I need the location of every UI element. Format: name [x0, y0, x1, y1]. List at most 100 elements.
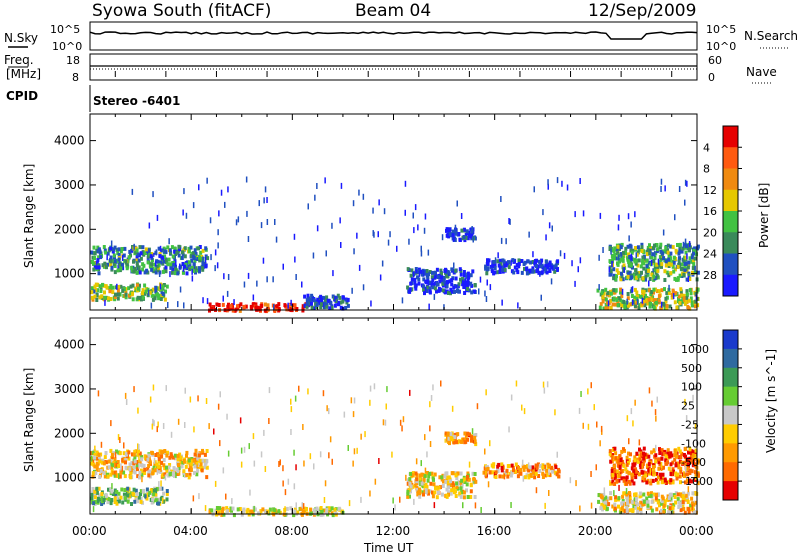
range-cell [433, 490, 437, 495]
x-tick-label: 08:00 [274, 524, 309, 538]
range-cell [236, 507, 240, 512]
range-cell [672, 269, 676, 274]
range-cell [187, 246, 191, 251]
range-cell [423, 489, 427, 494]
colorbar-segment [723, 189, 738, 212]
scatter-echo [389, 231, 391, 238]
range-cell [306, 297, 310, 302]
scatter-echo [160, 465, 162, 472]
scatter-echo [454, 224, 457, 231]
range-cell [456, 432, 460, 437]
range-cell [295, 307, 299, 311]
range-cell [622, 476, 626, 481]
range-cell [139, 499, 143, 504]
range-cell [635, 451, 639, 456]
range-cell [230, 508, 233, 513]
range-cell [486, 466, 490, 471]
range-cell [102, 498, 106, 502]
range-cell [473, 283, 477, 287]
range-cell [604, 306, 608, 311]
range-cell [426, 277, 430, 282]
range-cell [643, 303, 647, 308]
range-cell [678, 273, 682, 278]
range-cell [164, 269, 168, 274]
velocity-colorbar-label: Velocity [m s^-1] [764, 349, 778, 453]
range-cell [167, 257, 171, 262]
range-cell [154, 453, 158, 457]
range-cell [463, 238, 467, 243]
scatter-echo [684, 241, 687, 248]
range-cell [414, 286, 418, 291]
scatter-echo [402, 416, 405, 423]
range-cell [155, 264, 159, 269]
range-cell [146, 493, 150, 498]
range-cell [473, 289, 476, 294]
range-cell [512, 259, 516, 264]
scatter-echo [279, 459, 281, 466]
range-cell [470, 283, 474, 288]
range-cell [627, 303, 630, 308]
range-cell [198, 269, 201, 274]
scatter-echo [453, 235, 455, 241]
range-cell [482, 470, 486, 475]
range-cell [330, 506, 334, 511]
range-cell [137, 265, 141, 270]
range-cell [94, 288, 98, 292]
range-cell [656, 500, 660, 505]
scatter-echo [551, 225, 553, 232]
range-cell [124, 458, 128, 463]
x-tick-label: 00:00 [679, 524, 714, 538]
range-cell [615, 478, 619, 483]
range-cell [671, 480, 675, 485]
range-cell [117, 464, 121, 469]
scatter-echo [382, 419, 385, 426]
range-cell [649, 297, 653, 302]
scatter-echo [405, 474, 407, 481]
range-cell [192, 251, 195, 256]
range-cell [116, 268, 120, 273]
scatter-echo [486, 279, 488, 286]
scatter-echo [119, 437, 121, 443]
range-cell [164, 265, 168, 270]
range-cell [315, 302, 319, 307]
range-cell [620, 506, 624, 511]
range-cell [630, 466, 634, 471]
range-cell [154, 289, 158, 294]
range-cell [451, 289, 454, 294]
range-cell [676, 497, 680, 502]
range-cell [510, 463, 514, 468]
nave-label: Nave [746, 65, 777, 79]
range-cell [152, 465, 156, 470]
range-cell [679, 266, 683, 271]
scatter-echo [628, 235, 630, 242]
range-cell [690, 303, 694, 307]
scatter-echo [214, 265, 216, 272]
scatter-echo [274, 219, 276, 225]
range-cell [161, 261, 165, 266]
y-tick-label: 1000 [54, 267, 85, 281]
range-cell [109, 259, 113, 264]
scatter-echo [100, 441, 103, 448]
range-cell [672, 469, 675, 474]
range-cell [505, 468, 509, 473]
scatter-echo [631, 286, 634, 293]
range-cell [139, 492, 142, 496]
range-cell [133, 449, 137, 454]
range-cell [268, 507, 272, 512]
range-cell [139, 468, 143, 473]
range-cell [531, 465, 535, 470]
range-cell [462, 280, 466, 285]
scatter-echo [160, 480, 162, 487]
range-cell [667, 257, 671, 262]
range-cell [145, 487, 149, 492]
range-cell [523, 464, 527, 469]
scatter-echo [319, 451, 322, 458]
range-cell [441, 484, 445, 488]
range-cell [509, 473, 513, 478]
range-cell [680, 460, 684, 465]
range-cell [447, 492, 450, 497]
scatter-echo [148, 222, 151, 229]
scatter-echo [352, 411, 355, 418]
range-cell [156, 486, 159, 491]
range-cell [275, 306, 279, 311]
